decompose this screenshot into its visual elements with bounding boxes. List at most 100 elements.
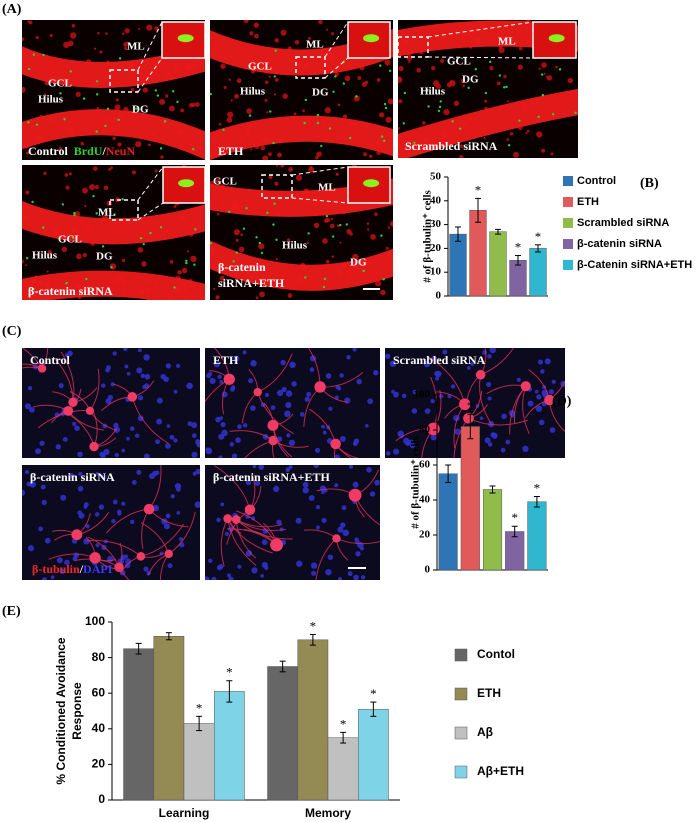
image	[22, 348, 200, 458]
cell	[483, 137, 486, 140]
nucleus	[27, 386, 33, 391]
labeled-cell	[540, 73, 544, 76]
nucleus	[166, 424, 171, 428]
labeled-cell	[210, 241, 212, 245]
nucleus	[560, 380, 565, 387]
cell	[380, 289, 386, 296]
cell	[94, 184, 100, 190]
nucleus	[103, 448, 110, 456]
cell	[389, 220, 393, 227]
neurite	[131, 396, 169, 444]
labeled-cell	[139, 237, 143, 240]
nucleus	[167, 563, 173, 569]
neuron	[71, 529, 83, 541]
labeled-cell	[110, 266, 113, 269]
cell	[363, 152, 368, 157]
nucleus	[126, 371, 131, 376]
significance: *	[535, 229, 542, 244]
labeled-cell	[320, 144, 323, 148]
cell	[460, 78, 466, 83]
nucleus	[548, 389, 554, 395]
cell	[26, 151, 30, 155]
cell	[398, 126, 400, 130]
legend-label: Control	[577, 175, 616, 187]
cell	[330, 217, 334, 221]
cell	[387, 98, 393, 105]
image-caption: β-catenin	[218, 260, 266, 274]
labeled-cell	[382, 139, 386, 143]
nucleus	[549, 427, 556, 433]
nucleus	[124, 364, 129, 369]
nucleus	[38, 526, 44, 532]
nucleus	[373, 370, 379, 376]
nucleus	[243, 423, 248, 428]
neurite	[140, 524, 184, 557]
neurite	[86, 539, 142, 557]
cell	[228, 78, 231, 81]
labeled-cell	[32, 288, 35, 291]
labeled-cell	[323, 277, 327, 281]
cell	[108, 167, 112, 171]
cell	[160, 155, 164, 159]
region-label: Hilus	[420, 86, 446, 98]
legend-swatch	[563, 176, 573, 186]
nucleus	[39, 440, 45, 446]
labeled-cell	[467, 86, 470, 90]
nucleus	[398, 433, 405, 439]
nucleus	[252, 465, 257, 469]
nucleus	[412, 389, 418, 395]
nucleus	[136, 367, 143, 374]
nucleus	[356, 378, 362, 385]
cell	[25, 264, 28, 267]
nucleus	[251, 567, 258, 574]
cell	[295, 174, 303, 181]
cell	[315, 156, 319, 160]
neuron	[136, 552, 146, 561]
neurite	[227, 518, 273, 554]
nucleus	[191, 451, 198, 458]
region-label: Hilus	[282, 240, 308, 252]
bar	[529, 248, 547, 297]
nucleus	[487, 442, 493, 447]
nucleus	[95, 471, 99, 476]
nucleus	[489, 348, 497, 354]
nucleus	[302, 487, 309, 494]
stain-part: /	[101, 144, 106, 158]
nucleus	[280, 359, 286, 366]
labeled-cell	[27, 67, 31, 71]
nucleus	[454, 428, 461, 435]
nucleus	[366, 467, 372, 473]
cell-layer	[22, 109, 205, 160]
labeled-cell	[193, 263, 196, 266]
nucleus	[123, 348, 128, 352]
nucleus	[254, 480, 261, 486]
cell	[122, 32, 125, 35]
stain-part: NeuN	[106, 144, 136, 158]
y-tick-label: 100	[85, 614, 105, 628]
cell	[280, 165, 285, 168]
nucleus	[175, 363, 181, 368]
nucleus	[137, 348, 142, 353]
labeled-cell	[232, 260, 235, 263]
image-caption: siRNA+ETH	[218, 276, 285, 290]
cell	[294, 40, 300, 45]
nucleus	[143, 354, 150, 361]
nucleus	[163, 523, 171, 530]
labeled-cell	[106, 107, 110, 111]
labeled-cell	[439, 100, 442, 103]
nucleus	[389, 360, 397, 367]
nucleus	[536, 394, 542, 400]
nucleus	[35, 448, 41, 455]
nucleus	[430, 398, 435, 404]
cell	[173, 205, 177, 208]
significance: *	[196, 700, 203, 715]
cell	[103, 185, 109, 191]
labeled-cell	[388, 69, 392, 73]
nucleus	[121, 501, 126, 506]
image-caption: β-catenin siRNA	[30, 470, 115, 484]
neurite	[22, 348, 43, 369]
nucleus	[143, 566, 149, 572]
nucleus	[385, 353, 391, 359]
image	[205, 348, 380, 458]
